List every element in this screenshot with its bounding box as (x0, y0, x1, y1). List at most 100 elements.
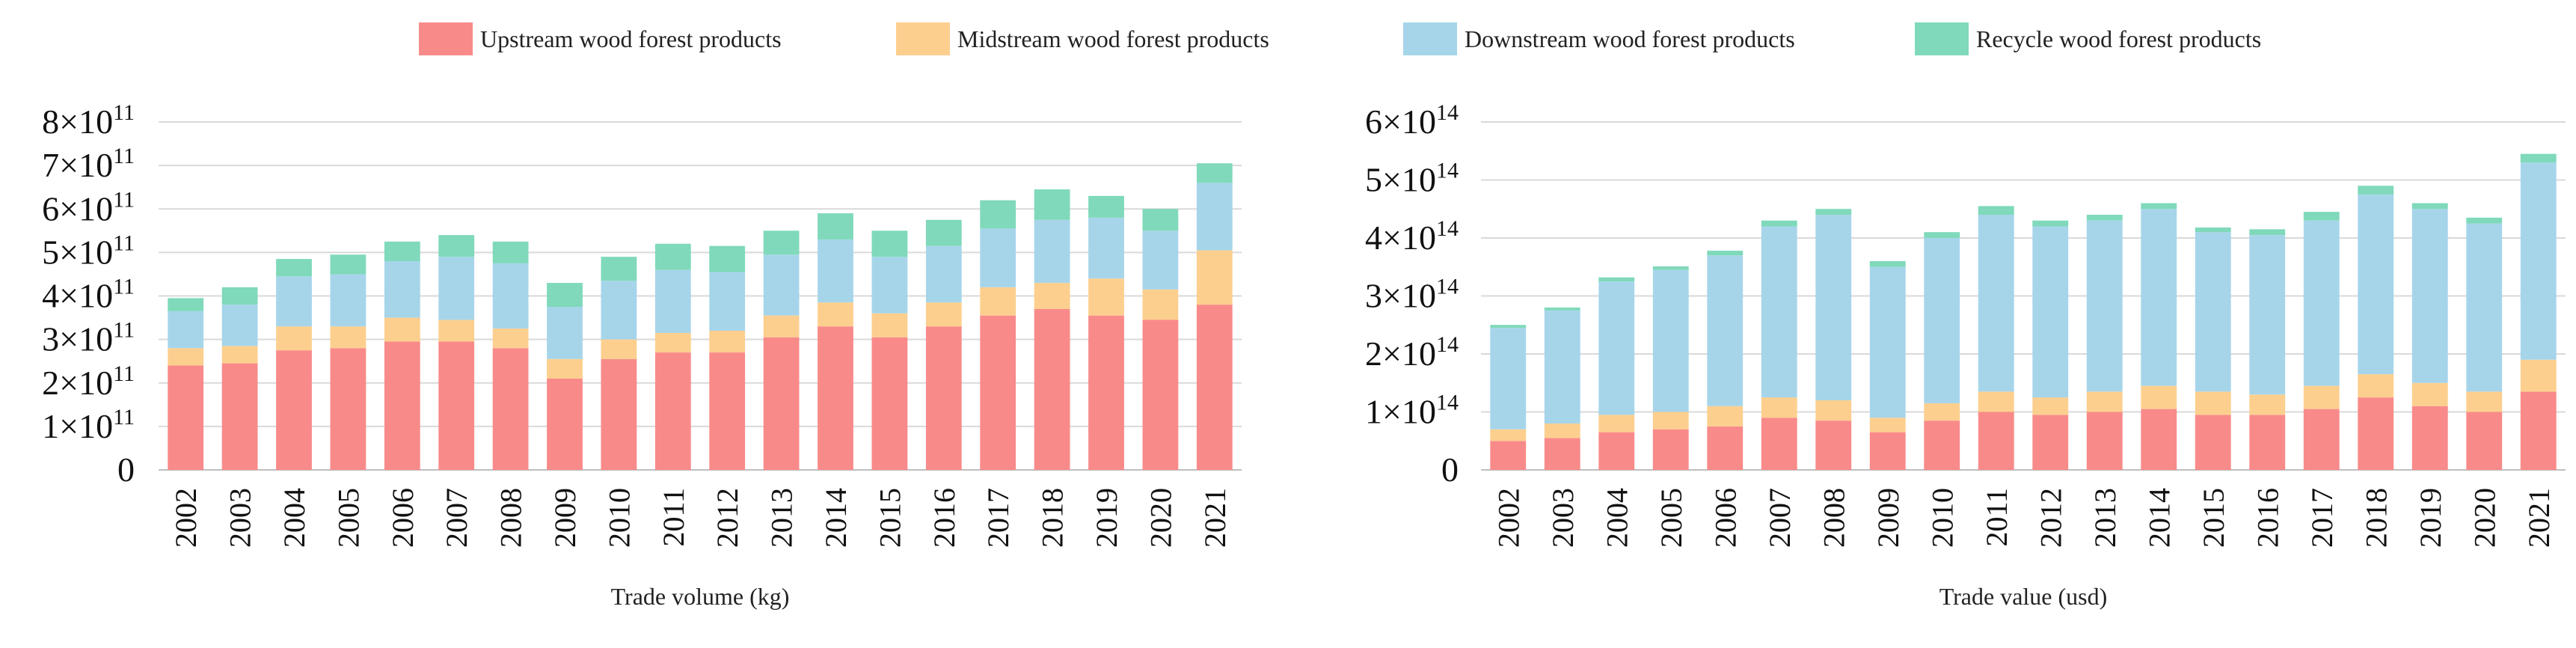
value-bar-midstream-2005 (1652, 412, 1689, 430)
volume-bar-upstream-2011 (654, 352, 691, 470)
value-bar-midstream-2003 (1544, 424, 1580, 438)
volume-bar-midstream-2002 (168, 348, 204, 366)
value-bar-midstream-2017 (2303, 385, 2340, 409)
volume-x-tick-label: 2003 (224, 488, 257, 548)
volume-y-tick-label: 7×1011 (42, 144, 135, 184)
value-bar-recycle-2020 (2466, 217, 2503, 224)
chart-legend: Upstream wood forest products Midstream … (0, 12, 2576, 72)
volume-y-tick-label: 8×1011 (42, 100, 135, 141)
volume-bar-downstream-2017 (980, 228, 1016, 287)
volume-bar-midstream-2012 (709, 331, 746, 353)
value-bar-downstream-2021 (2520, 162, 2557, 360)
legend-item-downstream: Downstream wood forest products (1403, 22, 1795, 55)
volume-bar-upstream-2021 (1196, 305, 1233, 470)
value-bar-midstream-2009 (1869, 418, 1906, 432)
legend-item-midstream: Midstream wood forest products (896, 22, 1269, 55)
volume-bar-upstream-2013 (763, 337, 800, 470)
value-bar-downstream-2020 (2466, 223, 2503, 392)
volume-y-tick-label: 1×1011 (42, 405, 135, 445)
volume-bar-midstream-2015 (871, 313, 908, 337)
value-bar-downstream-2015 (2195, 232, 2231, 392)
volume-bar-recycle-2003 (221, 287, 258, 305)
volume-bar-midstream-2016 (925, 302, 962, 327)
value-bar-downstream-2002 (1490, 328, 1527, 430)
volume-bar-midstream-2008 (492, 328, 529, 349)
volume-bar-midstream-2011 (654, 332, 691, 353)
legend-label-upstream: Upstream wood forest products (480, 25, 782, 52)
volume-x-tick-label: 2008 (494, 488, 528, 548)
value-bar-recycle-2016 (2249, 229, 2286, 236)
volume-x-tick-label: 2010 (602, 488, 636, 548)
volume-x-tick-label: 2015 (873, 488, 907, 548)
value-x-tick-label: 2019 (2414, 488, 2447, 548)
value-bar-downstream-2012 (2032, 226, 2069, 398)
value-bar-upstream-2017 (2303, 409, 2340, 470)
volume-x-tick-label: 2013 (765, 488, 799, 548)
value-y-tick-label: 1×1014 (1365, 391, 1459, 431)
volume-bar-upstream-2015 (871, 337, 908, 470)
value-bar-midstream-2002 (1490, 429, 1527, 441)
volume-x-tick-label: 2011 (657, 488, 690, 547)
value-bar-recycle-2007 (1761, 220, 1797, 227)
value-bar-midstream-2020 (2466, 391, 2503, 412)
volume-y-tick-label: 4×1011 (42, 275, 135, 315)
volume-bar-recycle-2018 (1034, 189, 1070, 220)
volume-bar-downstream-2006 (384, 261, 420, 318)
value-bar-downstream-2010 (1924, 238, 1960, 403)
volume-bar-midstream-2021 (1196, 250, 1233, 305)
volume-bar-upstream-2007 (438, 341, 475, 470)
value-bar-midstream-2007 (1761, 397, 1797, 418)
volume-bar-downstream-2018 (1034, 219, 1070, 284)
value-x-tick-label: 2007 (1763, 488, 1797, 548)
volume-bar-recycle-2020 (1142, 209, 1179, 231)
value-bar-upstream-2008 (1815, 421, 1852, 470)
value-bar-recycle-2011 (1978, 206, 2014, 215)
value-bar-midstream-2011 (1978, 391, 2014, 412)
value-bar-downstream-2017 (2303, 220, 2340, 386)
value-x-tick-label: 2013 (2088, 488, 2122, 548)
volume-bar-recycle-2011 (654, 243, 691, 270)
value-bar-midstream-2004 (1598, 415, 1635, 432)
value-bar-downstream-2011 (1978, 215, 2014, 392)
volume-bar-downstream-2005 (330, 274, 367, 327)
value-x-tick-label: 2017 (2305, 488, 2339, 548)
volume-bar-recycle-2012 (709, 245, 746, 272)
value-bar-downstream-2007 (1761, 226, 1797, 398)
volume-bar-midstream-2014 (818, 302, 853, 327)
value-x-tick-label: 2008 (1817, 488, 1850, 548)
volume-y-tick-label: 2×1011 (42, 361, 135, 402)
value-bar-downstream-2013 (2086, 220, 2123, 392)
volume-y-tick-label: 0 (117, 450, 135, 489)
volume-bar-downstream-2003 (221, 305, 258, 346)
volume-y-tick-label: 6×1011 (42, 187, 135, 227)
legend-swatch-midstream (896, 22, 950, 55)
volume-bar-downstream-2016 (925, 245, 962, 303)
value-bar-midstream-2013 (2086, 391, 2123, 412)
value-bar-recycle-2009 (1869, 261, 1906, 267)
value-bar-midstream-2014 (2141, 385, 2177, 409)
volume-bar-midstream-2003 (221, 346, 258, 364)
volume-bar-recycle-2005 (330, 254, 367, 275)
value-bar-upstream-2020 (2466, 412, 2503, 470)
value-bar-upstream-2018 (2358, 397, 2394, 470)
value-bar-upstream-2010 (1924, 421, 1960, 470)
volume-bar-recycle-2015 (871, 230, 908, 257)
volume-bar-upstream-2009 (547, 378, 583, 470)
volume-x-tick-label: 2021 (1198, 488, 1232, 548)
volume-x-tick-label: 2007 (440, 488, 473, 548)
value-bar-downstream-2005 (1652, 269, 1689, 412)
volume-x-tick-label: 2005 (331, 488, 365, 548)
value-x-tick-label: 2005 (1655, 488, 1688, 548)
value-bar-upstream-2011 (1978, 412, 2014, 470)
value-bar-upstream-2007 (1761, 418, 1797, 470)
volume-bar-recycle-2017 (980, 200, 1016, 229)
value-bar-upstream-2002 (1490, 441, 1527, 470)
legend-label-midstream: Midstream wood forest products (957, 25, 1269, 52)
value-x-tick-label: 2018 (2359, 488, 2393, 548)
value-x-tick-label: 2012 (2034, 488, 2067, 548)
value-bar-recycle-2021 (2520, 153, 2557, 163)
volume-bar-recycle-2009 (547, 283, 583, 308)
volume-bar-recycle-2007 (438, 235, 475, 257)
volume-bar-upstream-2010 (601, 358, 637, 470)
